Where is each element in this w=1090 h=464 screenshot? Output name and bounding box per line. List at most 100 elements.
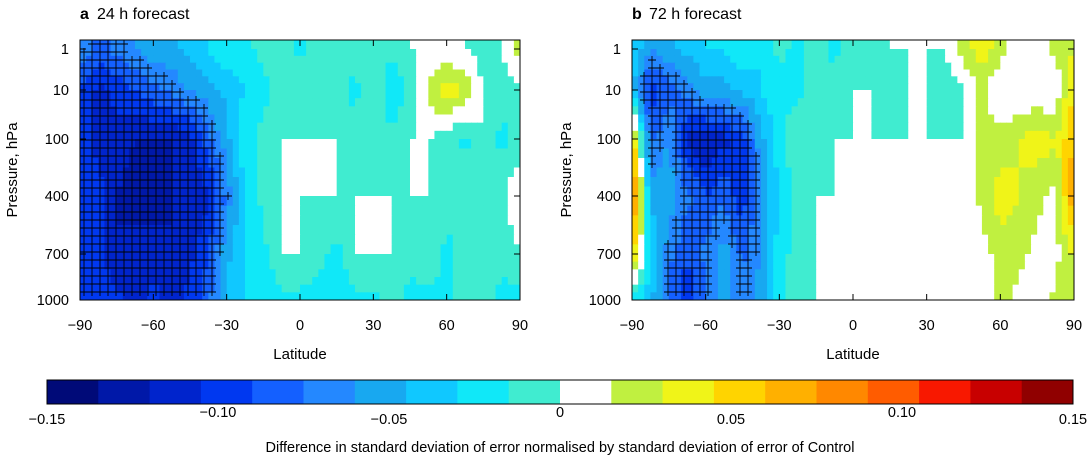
heatmap-cell: [165, 158, 173, 169]
heatmap-cell: [754, 90, 762, 99]
heatmap-cell: [889, 186, 897, 197]
heatmap-cell: [220, 83, 228, 91]
heatmap-cell: [116, 69, 124, 77]
heatmap-cell: [257, 261, 264, 270]
heatmap-cell: [403, 49, 411, 57]
heatmap-cell: [908, 55, 915, 64]
heatmap-cell: [853, 234, 860, 245]
significance-cross: [176, 88, 184, 96]
heatmap-cell: [293, 186, 301, 197]
heatmap-cell: [465, 234, 472, 245]
heatmap-cell: [914, 292, 922, 300]
heatmap-cell: [92, 139, 99, 150]
heatmap-cell: [147, 167, 154, 178]
significance-cross: [136, 88, 144, 96]
heatmap-cell: [177, 98, 185, 107]
heatmap-cell: [269, 158, 277, 169]
heatmap-cell: [711, 177, 719, 188]
significance-cross: [80, 216, 88, 224]
heatmap-cell: [190, 177, 197, 188]
heatmap-cell: [483, 40, 491, 50]
heatmap-cell: [822, 177, 830, 188]
heatmap-cell: [822, 106, 830, 116]
heatmap-cell: [226, 261, 234, 270]
heatmap-cell: [1067, 98, 1074, 107]
heatmap-cell: [687, 277, 694, 286]
heatmap-cell: [483, 261, 491, 270]
heatmap-cell: [1055, 49, 1063, 57]
heatmap-cell: [257, 49, 264, 57]
heatmap-cell: [865, 122, 873, 132]
heatmap-cell: [816, 40, 823, 50]
heatmap-cell: [681, 277, 688, 286]
heatmap-cell: [116, 167, 124, 178]
heatmap-cell: [452, 98, 460, 107]
heatmap-cell: [300, 261, 307, 270]
significance-cross: [208, 240, 216, 248]
significance-cross: [200, 136, 208, 144]
heatmap-cell: [938, 277, 946, 286]
heatmap-cell: [220, 196, 228, 207]
heatmap-cell: [483, 225, 491, 236]
heatmap-cell: [477, 98, 484, 107]
heatmap-cell: [810, 186, 817, 197]
heatmap-cell: [889, 158, 897, 169]
heatmap-cell: [1037, 69, 1044, 77]
heatmap-cell: [306, 225, 313, 236]
heatmap-cell: [1043, 215, 1051, 226]
significance-cross: [104, 168, 112, 176]
heatmap-cell: [877, 277, 885, 286]
heatmap-cell: [416, 254, 423, 263]
heatmap-cell: [699, 284, 707, 293]
heatmap-cell: [122, 83, 130, 91]
heatmap-cell: [373, 122, 381, 132]
heatmap-cell: [1049, 55, 1057, 64]
heatmap-cell: [330, 177, 338, 188]
heatmap-cell: [202, 277, 209, 286]
heatmap-cell: [871, 277, 879, 286]
heatmap-cell: [122, 69, 130, 77]
heatmap-cell: [269, 122, 277, 132]
heatmap-cell: [908, 139, 915, 150]
heatmap-cell: [80, 106, 87, 116]
heatmap-cell: [828, 69, 836, 77]
heatmap-cell: [828, 106, 836, 116]
heatmap-cell: [190, 76, 197, 84]
significance-cross: [80, 248, 88, 256]
heatmap-cell: [1067, 122, 1074, 132]
heatmap-cell: [994, 186, 1001, 197]
heatmap-cell: [945, 277, 952, 286]
heatmap-cell: [828, 196, 836, 207]
heatmap-cell: [969, 76, 977, 84]
heatmap-cell: [483, 49, 491, 57]
heatmap-cell: [287, 69, 295, 77]
heatmap-cell: [1024, 122, 1032, 132]
heatmap-cell: [135, 205, 142, 216]
heatmap-cell: [1043, 167, 1051, 178]
heatmap-cell: [797, 69, 805, 77]
heatmap-cell: [632, 292, 639, 300]
heatmap-cell: [988, 234, 995, 245]
heatmap-cell: [306, 205, 313, 216]
heatmap-cell: [754, 83, 762, 91]
heatmap-cell: [914, 277, 922, 286]
heatmap-cell: [135, 215, 142, 226]
heatmap-cell: [767, 225, 774, 236]
heatmap-cell: [797, 49, 805, 57]
significance-cross: [208, 216, 216, 224]
significance-cross: [104, 176, 112, 184]
heatmap-cell: [348, 130, 356, 140]
heatmap-cell: [674, 254, 682, 263]
heatmap-cell: [495, 234, 503, 245]
heatmap-cell: [171, 167, 179, 178]
heatmap-cell: [883, 55, 891, 64]
heatmap-cell: [1012, 284, 1020, 293]
heatmap-cell: [275, 284, 283, 293]
heatmap-cell: [410, 292, 417, 300]
significance-cross: [88, 232, 96, 240]
heatmap-cell: [816, 261, 823, 270]
heatmap-cell: [656, 148, 664, 159]
heatmap-cell: [803, 284, 811, 293]
significance-cross: [184, 160, 192, 168]
heatmap-cell: [767, 254, 774, 263]
